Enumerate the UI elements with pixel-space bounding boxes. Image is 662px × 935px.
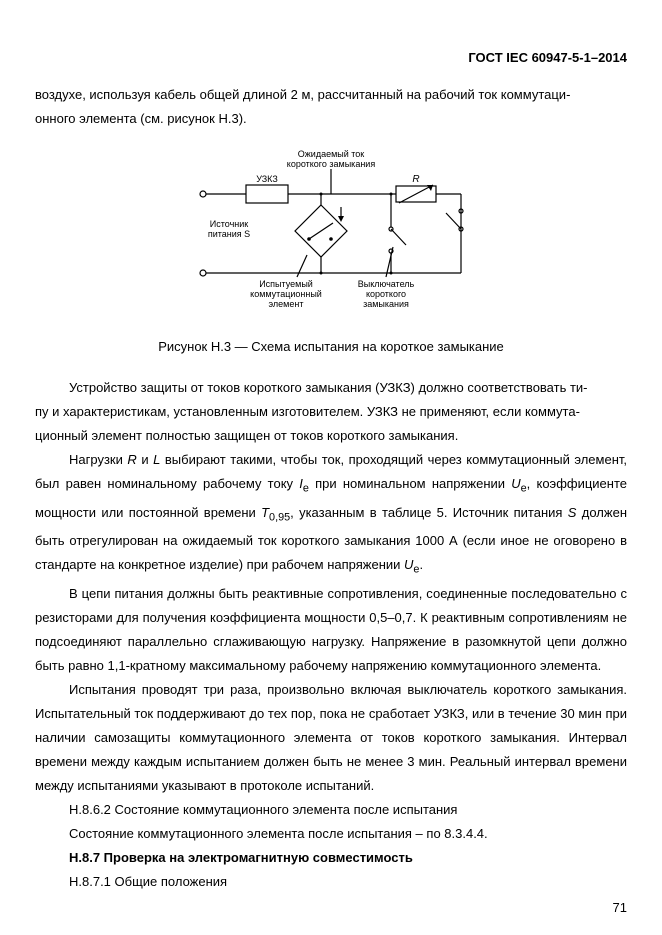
label-dut-1: Испытуемый [259,279,313,289]
p1-line2: онного элемента (см. рисунок H.3). [35,107,627,131]
paragraph-2c: ционный элемент полностью защищен от ток… [35,424,627,448]
paragraph-2: Устройство защиты от токов короткого зам… [35,376,627,400]
label-switch-2: короткого [366,289,406,299]
paragraph-3: Нагрузки R и L выбирают такими, чтобы то… [35,448,627,582]
label-dut-3: элемент [269,299,304,309]
p1-line1: воздухе, используя кабель общей длиной 2… [35,83,627,107]
body-h862: Состояние коммутационного элемента после… [35,822,627,846]
figure-h3: Ожидаемый ток короткого замыкания УЗКЗ R… [35,147,627,327]
label-uzkz: УЗКЗ [256,174,278,184]
page-number: 71 [613,900,627,915]
heading-h862: H.8.6.2 Состояние коммутационного элемен… [35,798,627,822]
label-switch-1: Выключатель [358,279,415,289]
paragraph-4: В цепи питания должны быть реактивные со… [35,582,627,678]
label-source-1: Источник [210,219,248,229]
intro-paragraph: воздухе, используя кабель общей длиной 2… [35,83,627,131]
figure-caption: Рисунок H.3 — Схема испытания на коротко… [35,339,627,354]
label-expected-current-1: Ожидаемый ток [298,149,365,159]
label-R: R [412,174,419,185]
label-switch-3: замыкания [363,299,409,309]
paragraph-2b: пу и характеристикам, установленным изго… [35,400,627,424]
paragraph-5: Испытания проводят три раза, произвольно… [35,678,627,798]
label-expected-current-2: короткого замыкания [287,159,376,169]
label-source-2: питания S [208,229,250,239]
heading-h87: H.8.7 Проверка на электромагнитную совме… [35,846,627,870]
label-dut-2: коммутационный [250,289,322,299]
heading-h871: H.8.7.1 Общие положения [35,870,627,894]
document-header: ГОСТ IEC 60947-5-1–2014 [35,50,627,65]
